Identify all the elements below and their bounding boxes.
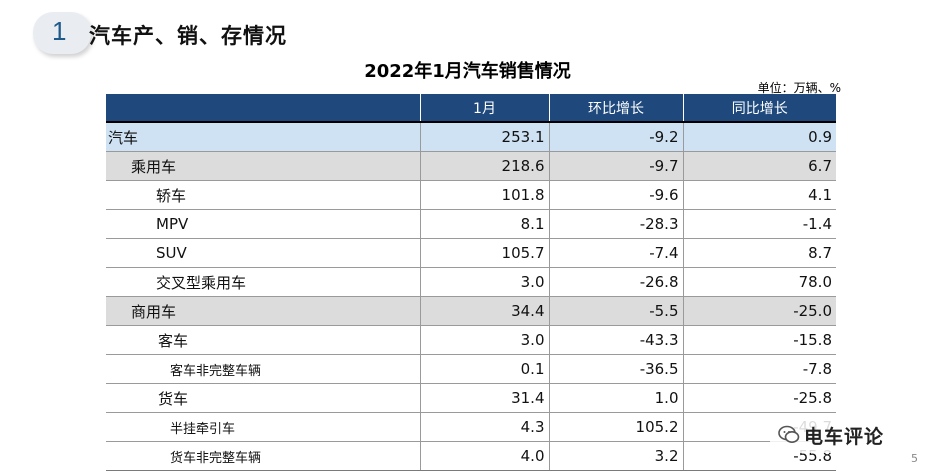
row-yoy-cell: 0.9 (683, 122, 836, 152)
row-name-cell: 货车 (106, 383, 421, 413)
row-yoy-cell: 78.0 (683, 267, 836, 297)
row-mom-cell: -9.2 (549, 122, 684, 152)
table-row: 汽车 253.1 -9.2 0.9 (106, 122, 836, 152)
row-yoy-cell: -25.8 (683, 383, 836, 413)
row-mom-cell: -9.6 (549, 180, 684, 210)
column-header-name (106, 94, 421, 123)
table-header-row: 1月 环比增长 同比增长 (106, 94, 836, 123)
section-number-badge (33, 12, 91, 54)
row-month-cell: 0.1 (420, 354, 550, 384)
row-name-cell: SUV (106, 238, 421, 268)
row-mom-cell: -26.8 (549, 267, 684, 297)
section-header: 1 汽车产、销、存情况 (0, 8, 420, 58)
row-month-cell: 4.0 (420, 441, 550, 471)
row-mom-cell: -7.4 (549, 238, 684, 268)
column-header-yoy: 同比增长 (683, 94, 836, 123)
table-row: SUV 105.7 -7.4 8.7 (106, 238, 836, 268)
row-name-cell: 乘用车 (106, 151, 421, 181)
row-yoy-cell: -1.4 (683, 209, 836, 239)
section-title: 汽车产、销、存情况 (89, 24, 287, 48)
row-mom-cell: -36.5 (549, 354, 684, 384)
sales-table: 1月 环比增长 同比增长 汽车 253.1 -9.2 0.9 乘用车 218.6 -9.7 6… (106, 94, 836, 471)
row-month-cell: 105.7 (420, 238, 550, 268)
row-mom-cell: 1.0 (549, 383, 684, 413)
row-month-cell: 3.0 (420, 267, 550, 297)
table-row: 货车 31.4 1.0 -25.8 (106, 383, 836, 413)
row-name-cell: MPV (106, 209, 421, 239)
column-header-mom: 环比增长 (549, 94, 684, 123)
row-yoy-cell: -15.8 (683, 325, 836, 355)
row-yoy-cell: 8.7 (683, 238, 836, 268)
row-name-cell: 货车非完整车辆 (106, 441, 421, 471)
table-title: 2022年1月汽车销售情况 (364, 61, 571, 82)
row-name-cell: 半挂牵引车 (106, 412, 421, 442)
row-mom-cell: 105.2 (549, 412, 684, 442)
row-month-cell: 101.8 (420, 180, 550, 210)
table-row: 客车 3.0 -43.3 -15.8 (106, 325, 836, 355)
row-name-cell: 轿车 (106, 180, 421, 210)
table-row: MPV 8.1 -28.3 -1.4 (106, 209, 836, 239)
row-name-cell: 客车 (106, 325, 421, 355)
row-mom-cell: 3.2 (549, 441, 684, 471)
row-month-cell: 31.4 (420, 383, 550, 413)
row-yoy-cell: 4.1 (683, 180, 836, 210)
table-row: 商用车 34.4 -5.5 -25.0 (106, 296, 836, 326)
column-header-month: 1月 (420, 94, 550, 123)
row-name-cell: 交叉型乘用车 (106, 267, 421, 297)
logo-text: 电车评论 (804, 426, 885, 448)
table-row: 客车非完整车辆 0.1 -36.5 -7.8 (106, 354, 836, 384)
row-mom-cell: -28.3 (549, 209, 684, 239)
row-mom-cell: -9.7 (549, 151, 684, 181)
table-row: 交叉型乘用车 3.0 -26.8 78.0 (106, 267, 836, 297)
wechat-icon (778, 425, 800, 443)
row-month-cell: 3.0 (420, 325, 550, 355)
row-month-cell: 218.6 (420, 151, 550, 181)
row-month-cell: 253.1 (420, 122, 550, 152)
row-name-cell: 汽车 (106, 122, 421, 152)
row-name-cell: 商用车 (106, 296, 421, 326)
section-number: 1 (52, 16, 67, 46)
row-yoy-cell: -7.8 (683, 354, 836, 384)
row-name-cell: 客车非完整车辆 (106, 354, 421, 384)
table-row: 乘用车 218.6 -9.7 6.7 (106, 151, 836, 181)
row-mom-cell: -5.5 (549, 296, 684, 326)
row-yoy-cell: -25.0 (683, 296, 836, 326)
table-body: 汽车 253.1 -9.2 0.9 乘用车 218.6 -9.7 6.7 轿车 101.8 -9.6… (106, 122, 836, 471)
page-number: 5 (911, 452, 918, 465)
unit-label: 单位：万辆、% (757, 81, 841, 95)
row-month-cell: 4.3 (420, 412, 550, 442)
table-row: 轿车 101.8 -9.6 4.1 (106, 180, 836, 210)
row-yoy-cell: 6.7 (683, 151, 836, 181)
table-row: 货车非完整车辆 4.0 3.2 -55.8 (106, 441, 836, 471)
row-mom-cell: -43.3 (549, 325, 684, 355)
row-month-cell: 8.1 (420, 209, 550, 239)
row-month-cell: 34.4 (420, 296, 550, 326)
